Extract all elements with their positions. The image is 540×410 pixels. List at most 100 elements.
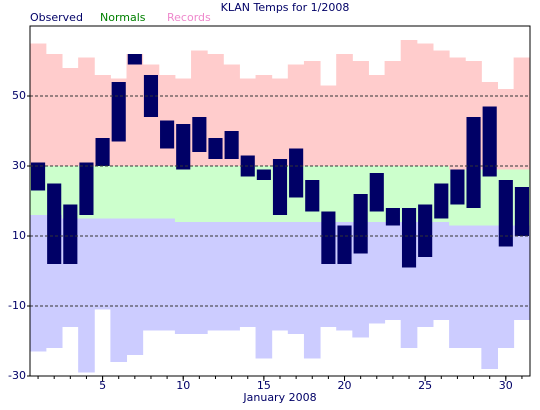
record-low-band [497,225,515,348]
record-low-band [223,222,240,331]
y-tick-label: 50 [12,89,26,102]
observed-bar [498,180,513,247]
record-low-band [191,222,208,334]
normal-band [481,169,498,226]
record-low-band [158,218,176,331]
observed-bar [401,208,417,268]
record-high-band [497,89,515,170]
x-axis-label: January 2008 [242,391,316,404]
observed-bar [418,204,433,257]
normal-band [158,166,176,219]
record-low-band [384,222,402,320]
normal-band [142,166,160,219]
record-high-band [336,54,353,166]
x-tick-label: 20 [338,379,352,392]
record-low-band [271,222,289,331]
observed-bar [63,204,78,264]
record-low-band [449,225,466,348]
observed-bar [272,159,288,215]
record-low-band [126,218,144,355]
record-low-band [110,218,128,362]
x-tick-label: 25 [418,379,432,392]
record-high-band [384,61,402,166]
x-tick-label: 5 [99,379,106,392]
observed-bar [385,208,400,226]
record-low-band [481,225,498,369]
observed-bar [127,54,142,65]
record-high-band [449,57,466,170]
observed-bar [160,120,175,149]
record-high-band [45,54,63,166]
observed-bar [305,180,320,212]
observed-bar [369,173,384,212]
record-low-band [368,222,386,324]
observed-bar [482,106,497,177]
y-tick-label: -10 [8,299,26,312]
observed-bar [31,162,46,191]
observed-bar [208,138,223,159]
normal-band [336,166,353,222]
observed-bar [79,162,94,215]
observed-bar [353,194,368,254]
y-tick-label: 10 [12,229,26,242]
legend-label: Records [167,11,211,24]
record-high-band [255,75,273,166]
record-high-band [29,43,47,166]
record-high-band [62,68,79,166]
y-tick-label: 30 [12,159,26,172]
normal-band [207,166,224,222]
observed-bar [337,225,352,264]
record-low-band [287,222,305,334]
record-high-band [320,85,337,166]
x-tick-label: 10 [176,379,190,392]
record-low-band [174,222,192,334]
record-high-band [126,54,144,166]
observed-bar [466,117,481,208]
record-high-band [287,64,305,166]
observed-bar [192,117,207,152]
record-high-band [416,43,434,166]
record-low-band [303,222,321,359]
normal-band [239,166,257,222]
record-low-band [142,218,160,331]
record-low-band [432,222,450,320]
record-low-band [29,215,47,352]
record-low-band [94,218,111,310]
observed-bar [224,131,239,159]
record-high-band [239,78,257,166]
record-high-band [271,78,289,166]
observed-bar [514,187,529,236]
normal-band [320,166,337,222]
record-low-band [78,218,95,373]
record-high-band [352,61,369,166]
observed-bar [256,169,271,180]
record-high-band [368,75,386,166]
normal-band [126,166,144,219]
record-high-band [78,57,95,166]
legend-label: Observed [30,11,83,24]
record-low-band [207,222,224,331]
observed-bar [176,124,191,170]
observed-bar [321,211,336,264]
observed-bar [111,82,126,142]
record-low-band [513,225,531,320]
normal-band [174,166,192,222]
plot-frame [29,25,531,377]
normal-band [223,166,240,222]
observed-bar [289,148,304,198]
x-tick-label: 15 [257,379,271,392]
normal-band [94,166,111,219]
record-low-band [239,222,257,327]
observed-bar [434,183,449,219]
record-high-band [303,61,321,166]
record-high-band [400,40,418,166]
observed-bar [47,183,62,264]
record-low-band [255,222,273,359]
observed-bar [450,169,465,205]
normal-band [191,166,208,222]
record-high-band [513,57,531,170]
record-low-band [465,225,482,348]
normal-band [110,166,128,219]
legend-label: Normals [100,11,146,24]
chart-title: KLAN Temps for 1/2008 [221,1,350,14]
